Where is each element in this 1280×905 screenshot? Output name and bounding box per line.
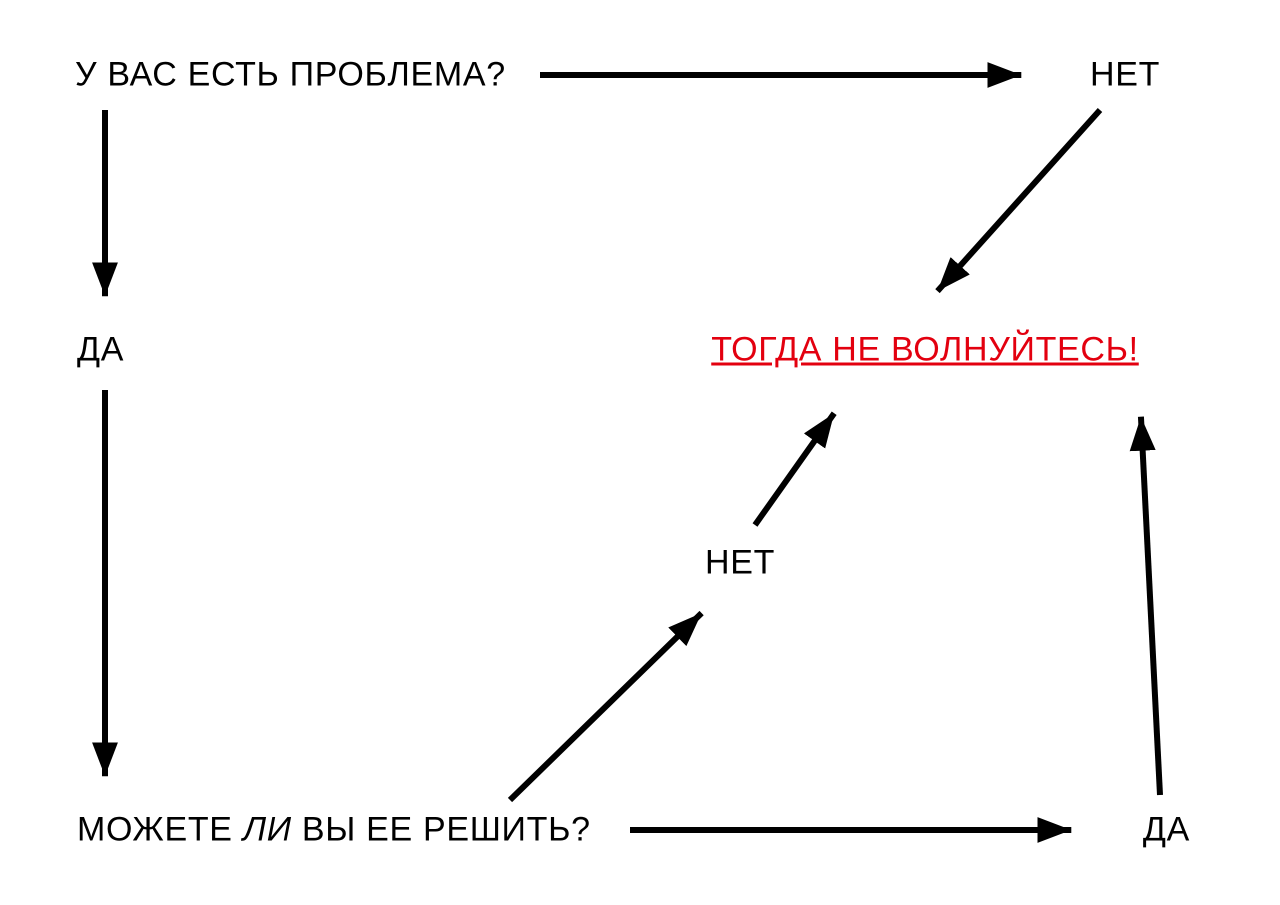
edge-e7: [755, 413, 834, 525]
flowchart-stage: У ВАС ЕСТЬ ПРОБЛЕМА? НЕТ ДА ТОГДА НЕ ВОЛНУЙ…: [0, 0, 1280, 905]
edge-e6: [510, 613, 702, 800]
node-q2: МОЖЕТЕ ЛИ ВЫ ЕЕ РЕШИТЬ?: [77, 811, 591, 850]
node-q1: У ВАС ЕСТЬ ПРОБЛЕМА?: [75, 56, 506, 95]
node-yes1: ДА: [77, 331, 124, 370]
node-final: ТОГДА НЕ ВОЛНУЙТЕСЬ!: [711, 331, 1139, 370]
edges-layer: [0, 0, 1280, 905]
edge-e8: [1141, 417, 1160, 795]
node-yes2: ДА: [1143, 811, 1190, 850]
node-no2: НЕТ: [705, 544, 775, 583]
edge-e3: [937, 110, 1100, 291]
node-no1: НЕТ: [1090, 56, 1160, 95]
